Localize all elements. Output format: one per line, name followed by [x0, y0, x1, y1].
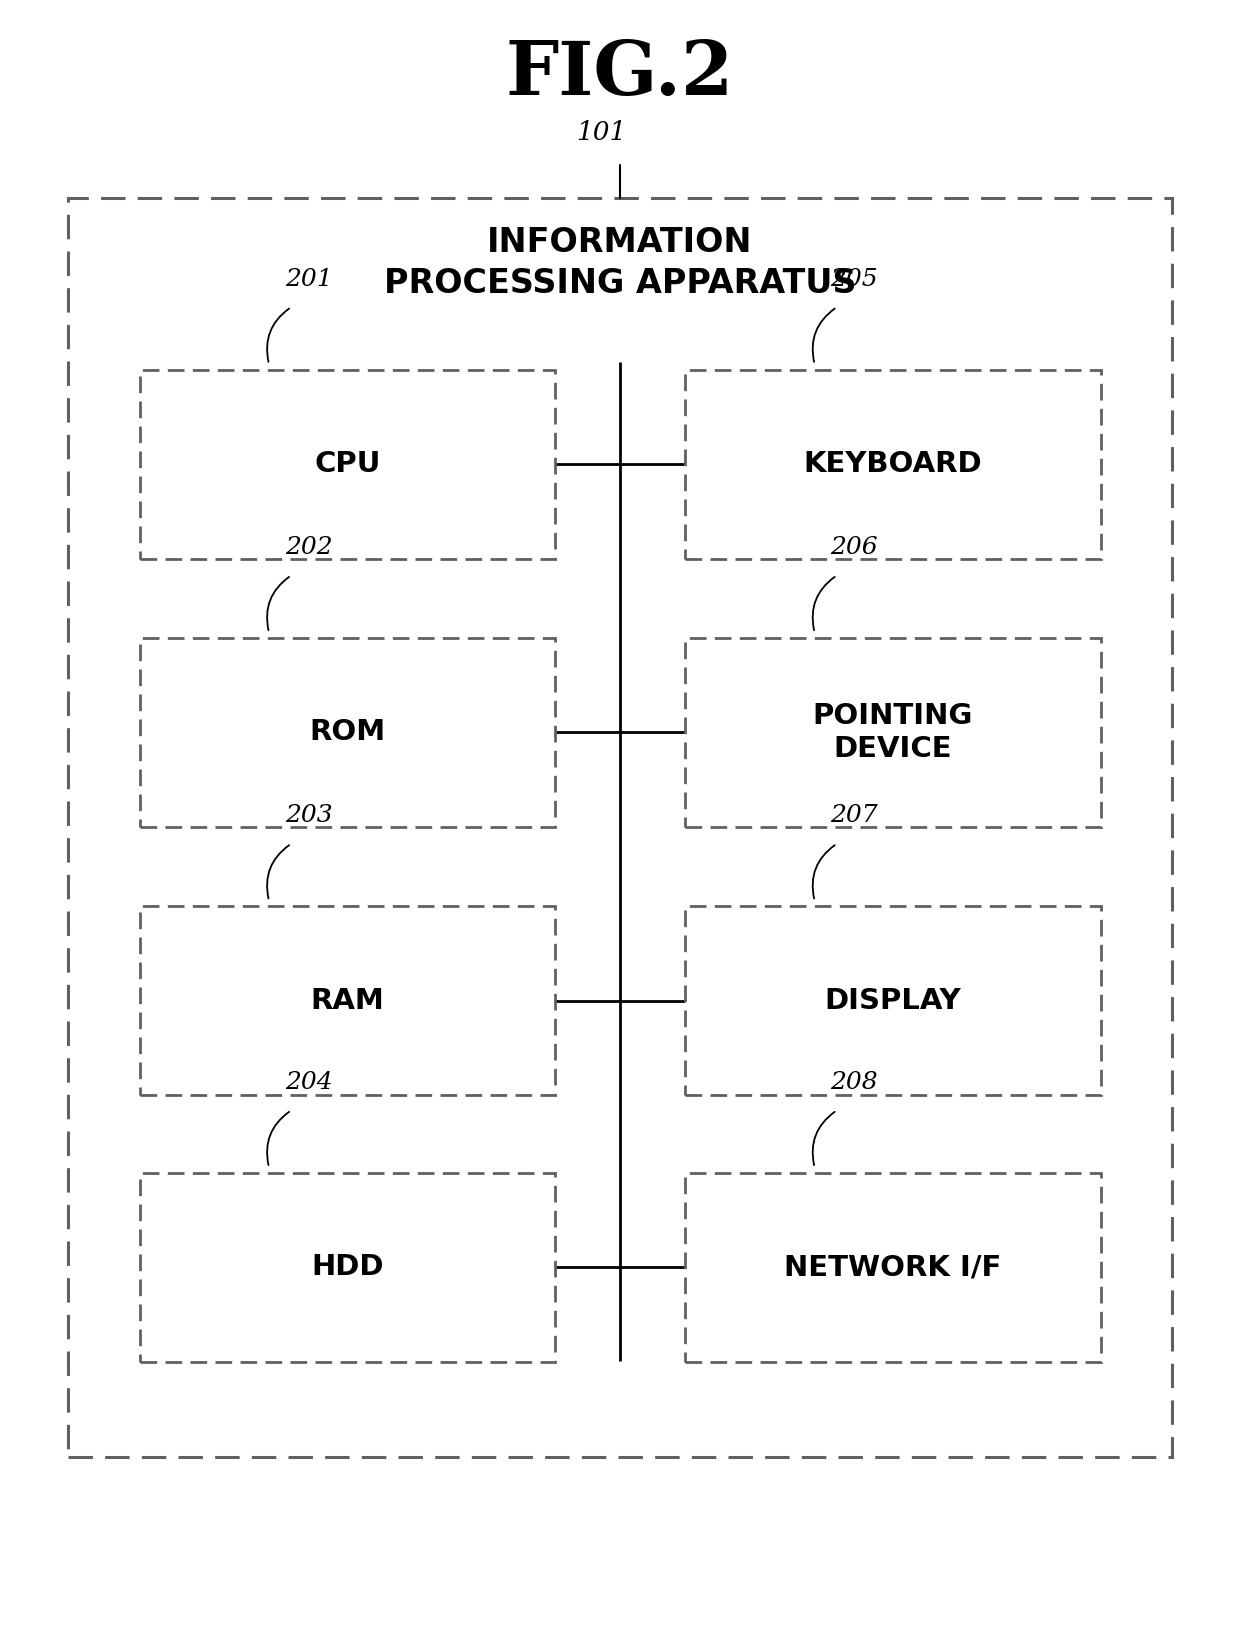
- Bar: [68, 198, 1172, 1457]
- Text: 203: 203: [285, 805, 332, 828]
- Text: POINTING
DEVICE: POINTING DEVICE: [812, 703, 973, 762]
- Text: 204: 204: [285, 1072, 332, 1093]
- Text: 202: 202: [285, 537, 332, 558]
- Text: INFORMATION
PROCESSING APPARATUS: INFORMATION PROCESSING APPARATUS: [383, 227, 857, 300]
- Bar: [140, 370, 556, 560]
- Bar: [140, 639, 556, 826]
- Text: RAM: RAM: [310, 986, 384, 1016]
- Text: 207: 207: [831, 805, 878, 828]
- Text: 205: 205: [831, 268, 878, 291]
- Text: NETWORK I/F: NETWORK I/F: [784, 1253, 1002, 1282]
- Text: HDD: HDD: [311, 1253, 383, 1282]
- Text: DISPLAY: DISPLAY: [825, 986, 961, 1016]
- Text: KEYBOARD: KEYBOARD: [804, 449, 982, 479]
- Text: ROM: ROM: [309, 718, 386, 747]
- Text: CPU: CPU: [314, 449, 381, 479]
- Text: 201: 201: [285, 268, 332, 291]
- Bar: [140, 905, 556, 1096]
- Text: FIG.2: FIG.2: [506, 38, 734, 110]
- Text: 101: 101: [577, 120, 626, 145]
- Bar: [684, 370, 1101, 560]
- Bar: [684, 1172, 1101, 1363]
- Text: 208: 208: [831, 1072, 878, 1093]
- Text: 206: 206: [831, 537, 878, 558]
- Bar: [684, 905, 1101, 1096]
- Bar: [684, 639, 1101, 826]
- Bar: [140, 1172, 556, 1363]
